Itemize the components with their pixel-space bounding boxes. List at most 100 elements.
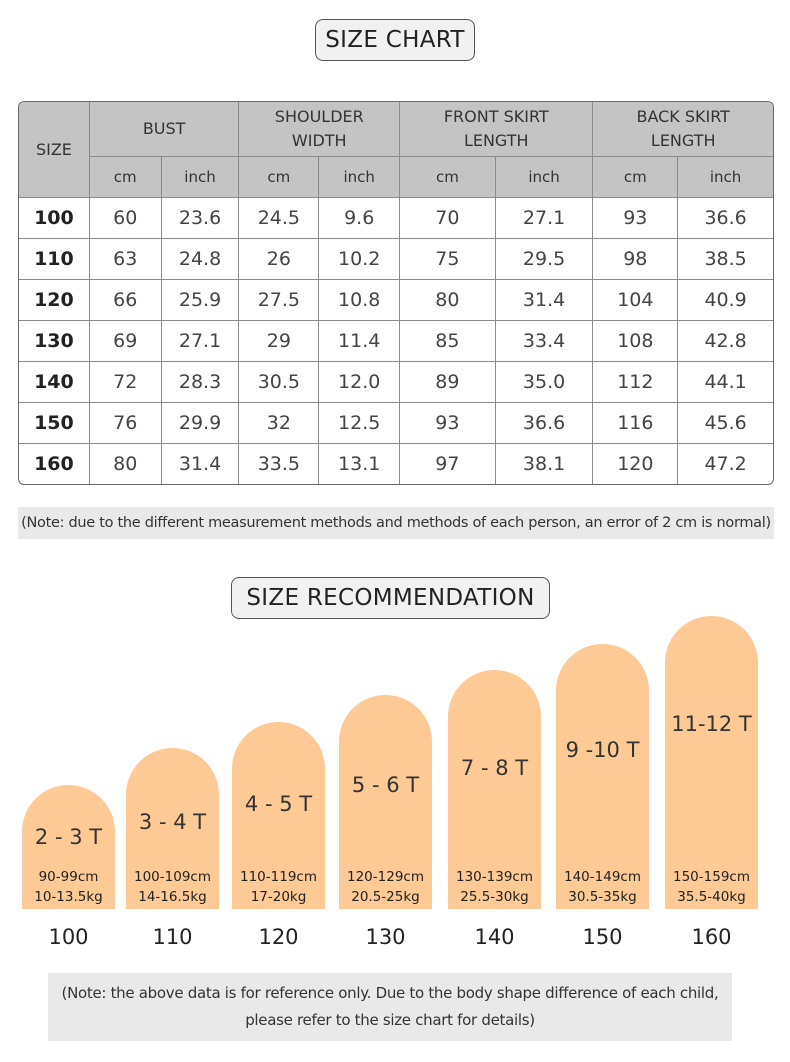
measurement-cell: 29.9 (161, 403, 240, 444)
front-skirt-length-header: FRONT SKIRT LENGTH (400, 102, 594, 157)
weight-range: 10-13.5kg (34, 889, 103, 905)
recommended-size-label: 110 (152, 925, 193, 949)
height-range: 120-129cm (347, 869, 424, 885)
measurement-cell: 108 (593, 321, 679, 362)
bust-header: BUST (89, 102, 240, 157)
measurement-note: (Note: due to the different measurement … (18, 507, 774, 539)
recommended-size-label: 160 (691, 925, 732, 949)
age-range-label: 4 - 5 T (244, 792, 313, 816)
measurement-cell: 24.8 (161, 239, 240, 280)
back-skirt-length-header: BACK SKIRT LENGTH (593, 102, 773, 157)
size-pillar: 7 - 8 T 130-139cm 25.5-30kg (448, 670, 541, 909)
size-cell: 140 (19, 362, 90, 403)
measurement-cell: 47.2 (704, 453, 747, 475)
measurement-cell: 29.5 (495, 239, 594, 280)
measurement-cell: 44.1 (678, 362, 773, 403)
measurement-cell: 72 (89, 362, 162, 403)
body-measurements: 90-99cm 10-13.5kg (22, 867, 115, 907)
size-pillar: 9 -10 T 140-149cm 30.5-35kg (556, 644, 649, 909)
size-cell: 100 (19, 198, 90, 239)
measurement-cell: 38.5 (678, 239, 773, 280)
body-measurements: 120-129cm 20.5-25kg (339, 867, 432, 907)
measurement-cell: 29 (239, 321, 320, 362)
measurement-cell: 93 (593, 198, 679, 239)
size-pillar: 11-12 T 150-159cm 35.5-40kg (665, 616, 758, 909)
size-pillar: 4 - 5 T 110-119cm 17-20kg (232, 722, 325, 909)
reference-note: (Note: the above data is for reference o… (48, 973, 732, 1041)
body-measurements: 150-159cm 35.5-40kg (665, 867, 758, 907)
size-pillar: 5 - 6 T 120-129cm 20.5-25kg (339, 695, 432, 909)
recommended-size-label: 140 (474, 925, 515, 949)
measurement-cell: 42.8 (678, 321, 773, 362)
measurement-cell: 9.6 (319, 198, 401, 239)
size-chart-body: 100 60 23.6 24.5 9.6 70 27.1 93 36.6 110 63 24.8 26 1… (19, 198, 773, 484)
table-row: 130 69 27.1 29 11.4 85 33.4 108 42.8 (19, 321, 773, 362)
measurement-cell: 66 (89, 280, 162, 321)
measurement-cell: 26 (239, 239, 320, 280)
unit-header: cm (239, 157, 320, 198)
unit-header: inch (678, 157, 773, 198)
age-range-label: 2 - 3 T (34, 825, 103, 849)
measurement-cell: 12.5 (319, 403, 401, 444)
measurement-cell: 35.0 (495, 362, 594, 403)
size-cell: 150 (19, 403, 90, 444)
measurement-cell: 69 (89, 321, 162, 362)
weight-range: 14-16.5kg (138, 889, 207, 905)
body-measurements: 110-119cm 17-20kg (232, 867, 325, 907)
recommended-size-label: 100 (48, 925, 89, 949)
table-row: 150 76 29.9 32 12.5 93 36.6 116 45.6 (19, 403, 773, 444)
measurement-cell: 23.6 (161, 198, 240, 239)
weight-range: 25.5-30kg (460, 889, 529, 905)
unit-header: inch (161, 157, 240, 198)
weight-range: 17-20kg (250, 889, 307, 905)
measurement-cell: 30.5 (239, 362, 320, 403)
measurement-cell: 33.4 (495, 321, 594, 362)
size-cell: 120 (19, 280, 90, 321)
measurement-cell: 38.1 (496, 444, 594, 484)
measurement-cell: 60 (89, 198, 162, 239)
measurement-cell: 27.5 (239, 280, 320, 321)
measurement-cell: 31.4 (495, 280, 594, 321)
measurement-cell: 36.6 (678, 198, 773, 239)
table-row: 110 63 24.8 26 10.2 75 29.5 98 38.5 (19, 239, 773, 280)
measurement-cell: 104 (593, 280, 679, 321)
unit-header: cm (89, 157, 162, 198)
measurement-cell: 27.1 (161, 321, 240, 362)
recommended-size-label: 150 (582, 925, 623, 949)
measurement-cell: 63 (89, 239, 162, 280)
table-row: 120 66 25.9 27.5 10.8 80 31.4 104 40.9 (19, 280, 773, 321)
unit-header: cm (400, 157, 496, 198)
unit-header: inch (319, 157, 401, 198)
shoulder-width-header: SHOULDER WIDTH (239, 102, 401, 157)
reference-note-line-2: please refer to the size chart for detai… (245, 1011, 535, 1029)
weight-range: 35.5-40kg (677, 889, 746, 905)
measurement-cell: 89 (400, 362, 496, 403)
weight-range: 30.5-35kg (568, 889, 637, 905)
height-range: 90-99cm (38, 869, 99, 885)
measurement-cell: 11.4 (319, 321, 401, 362)
height-range: 100-109cm (134, 869, 211, 885)
measurement-cell: 31.4 (162, 444, 240, 484)
height-range: 150-159cm (673, 869, 750, 885)
measurement-cell: 10.8 (319, 280, 401, 321)
measurement-cell: 80 (90, 444, 162, 484)
table-row: 100 60 23.6 24.5 9.6 70 27.1 93 36.6 (19, 198, 773, 239)
measurement-cell: 28.3 (161, 362, 240, 403)
measurement-cell: 33.5 (239, 444, 320, 484)
measurement-cell: 75 (400, 239, 496, 280)
size-cell: 160 (19, 444, 90, 484)
size-cell: 110 (19, 239, 90, 280)
age-range-label: 7 - 8 T (460, 756, 529, 780)
reference-note-line-1: (Note: the above data is for reference o… (61, 984, 719, 1002)
age-range-label: 3 - 4 T (138, 810, 207, 834)
recommended-size-label: 130 (365, 925, 406, 949)
measurement-cell: 76 (89, 403, 162, 444)
size-cell: 130 (19, 321, 90, 362)
measurement-cell: 36.6 (495, 403, 594, 444)
measurement-cell: 116 (593, 403, 679, 444)
body-measurements: 100-109cm 14-16.5kg (126, 867, 219, 907)
measurement-cell: 98 (593, 239, 679, 280)
measurement-cell: 25.9 (161, 280, 240, 321)
measurement-cell: 97 (400, 444, 496, 484)
body-measurements: 130-139cm 25.5-30kg (448, 867, 541, 907)
